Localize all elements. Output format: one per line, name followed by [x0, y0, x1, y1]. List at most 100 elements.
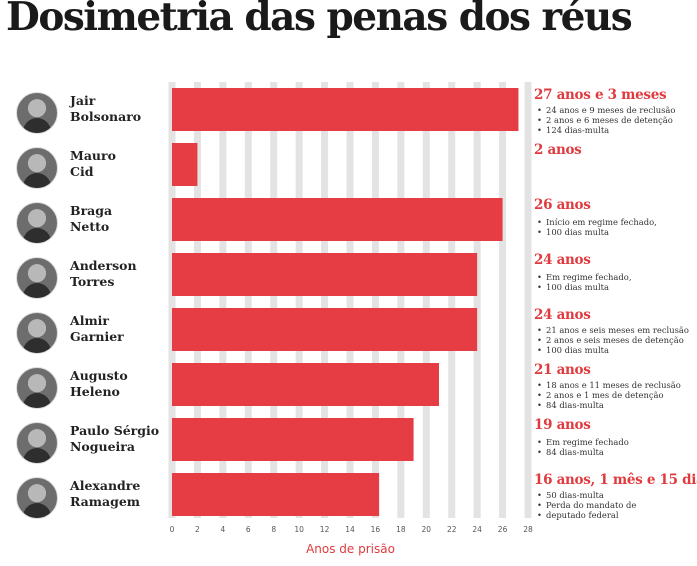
person-avatar: [16, 257, 58, 299]
x-tick-label: 0: [170, 525, 175, 534]
grid-lines: [168, 82, 532, 518]
grid-line: [219, 82, 227, 518]
sentence-detail: 26 anos Início em regime fechado,100 dias…: [534, 197, 697, 237]
sentence-notes: 50 dias-multaPerda do mandato dedeputado…: [534, 490, 697, 520]
x-tick-label: 4: [220, 525, 225, 534]
sentence-headline: 19 anos: [534, 417, 591, 433]
person-name-line: Netto: [70, 219, 110, 234]
person-avatar: [16, 147, 58, 189]
grid-line: [244, 82, 252, 518]
x-tick-label: 14: [345, 525, 355, 534]
person-name-line: Anderson: [70, 258, 137, 273]
person-name-line: Heleno: [70, 384, 120, 399]
person-avatar: [16, 367, 58, 409]
sentence-note: Em regime fechado: [534, 437, 697, 447]
sentence-detail: 2 anos: [534, 142, 697, 158]
person-row: Mauro Cid 2 anos: [0, 142, 697, 194]
bar: [172, 308, 478, 351]
bars: [172, 88, 519, 516]
person-avatar: [16, 477, 58, 519]
sentence-notes: 21 anos e seis meses em reclusão2 anos e…: [534, 325, 697, 355]
grid-line: [422, 82, 430, 518]
x-tick-label: 16: [371, 525, 381, 534]
x-tick-label: 22: [447, 525, 457, 534]
person-avatar: [16, 202, 58, 244]
x-tick-label: 18: [396, 525, 406, 534]
person-name-line: Cid: [70, 164, 94, 179]
grid-line: [270, 82, 278, 518]
person-avatar: [16, 92, 58, 134]
sentence-headline: 26 anos: [534, 197, 591, 213]
grid-line: [321, 82, 329, 518]
sentence-detail: 24 anos Em regime fechado,100 dias multa: [534, 252, 697, 292]
sentence-headline: 16 anos, 1 mês e 15 dias: [534, 472, 697, 488]
x-tick-label: 10: [294, 525, 304, 534]
sentence-note: 100 dias multa: [534, 282, 697, 292]
bar: [172, 143, 198, 186]
grid-line: [295, 82, 303, 518]
person-name-line: Torres: [70, 274, 115, 289]
bar: [172, 473, 380, 516]
sentence-note: 24 anos e 9 meses de reclusão: [534, 105, 697, 115]
sentence-headline: 2 anos: [534, 142, 582, 158]
grid-line: [397, 82, 405, 518]
x-tick-label: 6: [246, 525, 251, 534]
sentence-notes: Em regime fechado84 dias-multa: [534, 437, 697, 457]
person-name-line: Garnier: [70, 329, 124, 344]
grid-line: [499, 82, 507, 518]
x-tick-label: 24: [472, 525, 482, 534]
person-name: Almir Garnier: [70, 313, 165, 345]
bar: [172, 253, 478, 296]
x-tick-label: 12: [320, 525, 330, 534]
grid-line: [473, 82, 481, 518]
grid-line: [193, 82, 201, 518]
person-name-line: Bolsonaro: [70, 109, 142, 124]
chart-title: Dosimetria das penas dos réus: [6, 0, 633, 40]
sentence-detail: 19 anos Em regime fechado84 dias-multa: [534, 417, 697, 457]
sentence-headline: 27 anos e 3 meses: [534, 87, 667, 103]
person-name: Mauro Cid: [70, 148, 165, 180]
sentence-notes: Em regime fechado,100 dias multa: [534, 272, 697, 292]
bar: [172, 88, 519, 131]
sentence-note: 100 dias multa: [534, 345, 697, 355]
sentence-note: 2 anos e 1 mes de detenção: [534, 390, 697, 400]
sentence-note: 2 anos e 6 meses de detenção: [534, 115, 697, 125]
sentence-note: Perda do mandato de: [534, 500, 697, 510]
sentence-note: Em regime fechado,: [534, 272, 697, 282]
x-axis-label: Anos de prisão: [306, 542, 395, 556]
person-name-line: Paulo Sérgio: [70, 423, 160, 438]
x-tick-label: 28: [523, 525, 533, 534]
sentence-note: 124 dias-multa: [534, 125, 697, 135]
grid-line: [346, 82, 354, 518]
sentence-notes: 24 anos e 9 meses de reclusão2 anos e 6 …: [534, 105, 697, 135]
sentence-detail: 21 anos 18 anos e 11 meses de reclusão2 a…: [534, 362, 697, 410]
person-name-line: Braga: [70, 203, 113, 218]
x-tick-label: 20: [422, 525, 432, 534]
sentence-headline: 21 anos: [534, 362, 591, 378]
x-tick-label: 8: [271, 525, 276, 534]
sentence-note: 2 anos e seis meses de detenção: [534, 335, 697, 345]
sentence-detail: 27 anos e 3 meses 24 anos e 9 meses de re…: [534, 87, 697, 135]
bar: [172, 418, 414, 461]
person-name-line: Augusto: [70, 368, 128, 383]
sentence-notes: Início em regime fechado,100 dias multa: [534, 217, 697, 237]
sentence-note: 84 dias-multa: [534, 447, 697, 457]
bar: [172, 198, 503, 241]
sentence-note: 100 dias multa: [534, 227, 697, 237]
sentence-note: 50 dias-multa: [534, 490, 697, 500]
grid-line: [371, 82, 379, 518]
person-name-line: Ramagem: [70, 494, 141, 509]
grid-line: [524, 82, 532, 518]
person-name-line: Mauro: [70, 148, 116, 163]
person-row: Alexandre Ramagem 16 anos, 1 mês e 15 dias…: [0, 472, 697, 524]
person-name: Augusto Heleno: [70, 368, 165, 400]
person-name: Jair Bolsonaro: [70, 93, 165, 125]
sentence-note: 84 dias-multa: [534, 400, 697, 410]
